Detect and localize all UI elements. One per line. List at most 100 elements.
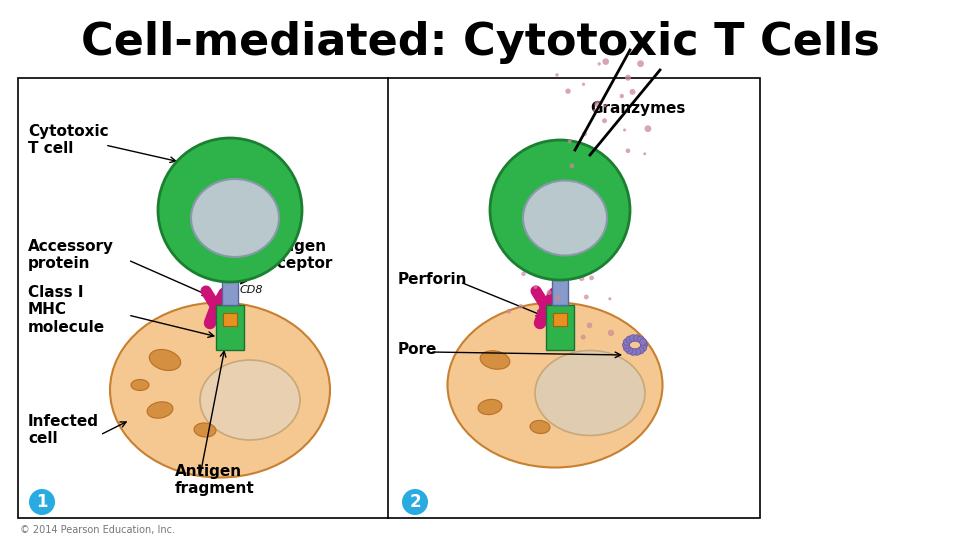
Ellipse shape xyxy=(530,421,550,434)
Circle shape xyxy=(490,140,630,280)
Circle shape xyxy=(546,290,552,295)
Circle shape xyxy=(579,275,585,281)
Circle shape xyxy=(593,109,597,113)
Circle shape xyxy=(607,238,612,242)
Bar xyxy=(216,305,244,350)
Text: Granzymes: Granzymes xyxy=(590,100,685,116)
Circle shape xyxy=(623,345,631,352)
Circle shape xyxy=(589,275,594,280)
Circle shape xyxy=(602,235,607,240)
Text: Antigen
fragment: Antigen fragment xyxy=(175,464,254,496)
Ellipse shape xyxy=(131,380,149,390)
Circle shape xyxy=(521,272,526,276)
Ellipse shape xyxy=(147,402,173,418)
Circle shape xyxy=(634,348,640,355)
Ellipse shape xyxy=(221,333,240,347)
Circle shape xyxy=(637,336,644,343)
Text: Antigen
receptor: Antigen receptor xyxy=(260,239,333,271)
Circle shape xyxy=(623,339,631,346)
Circle shape xyxy=(602,58,609,65)
Circle shape xyxy=(573,256,578,261)
Bar xyxy=(546,305,574,350)
Circle shape xyxy=(506,309,511,314)
Text: 1: 1 xyxy=(36,493,48,511)
Circle shape xyxy=(587,322,592,328)
Circle shape xyxy=(518,304,523,309)
Ellipse shape xyxy=(462,358,592,448)
Ellipse shape xyxy=(523,180,607,255)
Circle shape xyxy=(623,129,626,132)
Circle shape xyxy=(605,211,610,216)
Circle shape xyxy=(639,345,647,352)
Circle shape xyxy=(626,347,633,354)
Circle shape xyxy=(534,285,538,289)
Ellipse shape xyxy=(150,349,180,370)
Circle shape xyxy=(530,267,534,271)
Bar xyxy=(553,313,567,326)
Ellipse shape xyxy=(191,179,279,257)
Circle shape xyxy=(644,125,651,132)
Circle shape xyxy=(553,318,556,321)
Circle shape xyxy=(581,335,586,340)
Circle shape xyxy=(625,75,631,80)
Ellipse shape xyxy=(478,400,502,415)
Circle shape xyxy=(544,265,551,271)
Circle shape xyxy=(626,148,630,153)
Text: Cell-mediated: Cytotoxic T Cells: Cell-mediated: Cytotoxic T Cells xyxy=(81,21,879,64)
Circle shape xyxy=(637,347,644,354)
Ellipse shape xyxy=(520,330,640,415)
Ellipse shape xyxy=(194,423,216,437)
Text: Accessory
protein: Accessory protein xyxy=(28,239,114,271)
Circle shape xyxy=(541,217,546,221)
Circle shape xyxy=(603,104,607,107)
Circle shape xyxy=(643,152,646,156)
Ellipse shape xyxy=(185,330,315,420)
Text: Cytotoxic
T cell: Cytotoxic T cell xyxy=(28,124,108,156)
Circle shape xyxy=(640,341,647,348)
Circle shape xyxy=(584,294,588,299)
Text: Class I
MHC
molecule: Class I MHC molecule xyxy=(28,285,106,335)
Circle shape xyxy=(608,329,614,336)
Circle shape xyxy=(602,225,607,230)
Circle shape xyxy=(546,208,549,212)
Circle shape xyxy=(569,164,574,168)
Circle shape xyxy=(594,100,601,107)
Circle shape xyxy=(402,489,428,515)
Ellipse shape xyxy=(447,302,662,468)
Text: © 2014 Pearson Education, Inc.: © 2014 Pearson Education, Inc. xyxy=(20,525,175,535)
Circle shape xyxy=(639,339,647,346)
Bar xyxy=(552,277,568,305)
Bar xyxy=(222,277,238,305)
Circle shape xyxy=(552,254,558,261)
Circle shape xyxy=(567,139,571,144)
Text: CD8: CD8 xyxy=(240,285,263,295)
Circle shape xyxy=(555,73,559,77)
Circle shape xyxy=(158,138,302,282)
Circle shape xyxy=(554,226,558,230)
Circle shape xyxy=(602,118,607,123)
Circle shape xyxy=(586,248,591,253)
Circle shape xyxy=(554,295,561,301)
Text: Perforin: Perforin xyxy=(398,273,468,287)
Circle shape xyxy=(630,348,636,355)
Circle shape xyxy=(637,60,644,67)
Circle shape xyxy=(597,62,601,65)
Bar xyxy=(18,78,760,518)
Circle shape xyxy=(630,89,636,95)
Circle shape xyxy=(582,83,586,86)
Text: Pore: Pore xyxy=(398,342,438,357)
Circle shape xyxy=(533,267,539,273)
Text: 2: 2 xyxy=(409,493,420,511)
Circle shape xyxy=(630,335,636,342)
Circle shape xyxy=(29,489,55,515)
Circle shape xyxy=(556,217,560,221)
Ellipse shape xyxy=(200,360,300,440)
Circle shape xyxy=(565,89,571,94)
Bar xyxy=(223,313,237,326)
Ellipse shape xyxy=(110,302,330,477)
Ellipse shape xyxy=(480,351,510,369)
Circle shape xyxy=(580,260,586,267)
Text: Infected
cell: Infected cell xyxy=(28,414,99,446)
Circle shape xyxy=(634,335,640,342)
Circle shape xyxy=(619,94,624,98)
